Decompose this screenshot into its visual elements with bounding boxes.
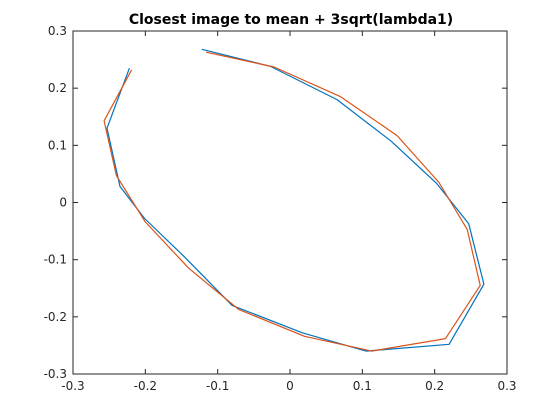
axes-box (72, 30, 508, 375)
y-tick-label: -0.2 (44, 310, 67, 324)
chart-title: Closest image to mean + 3sqrt(lambda1) (129, 12, 453, 28)
x-tick-label: 0.1 (353, 379, 372, 393)
y-tick-label: -0.3 (44, 367, 67, 381)
y-tick-label: 0.1 (48, 138, 67, 152)
x-tick-label: -0.3 (61, 379, 84, 393)
y-tick-label: 0 (59, 196, 67, 210)
x-tick-label: 0.3 (497, 379, 516, 393)
series-group (103, 48, 485, 352)
y-tick-label: 0.2 (48, 81, 67, 95)
x-tick-label: -0.1 (206, 379, 229, 393)
x-tick-label: 0.2 (425, 379, 444, 393)
tick-group: -0.3 -0.2 -0.1 0 0.1 0.2 0.3 -0.3 -0.2 -0.1 0 0.1 0.… (44, 24, 517, 393)
series-line-1 (106, 48, 485, 352)
y-tick-label: 0.3 (48, 24, 67, 38)
axes-group (72, 30, 508, 375)
x-tick-label: 0 (286, 379, 294, 393)
series-line-2 (103, 51, 481, 352)
y-tick-label: -0.1 (44, 253, 67, 267)
x-tick-label: -0.2 (134, 379, 157, 393)
